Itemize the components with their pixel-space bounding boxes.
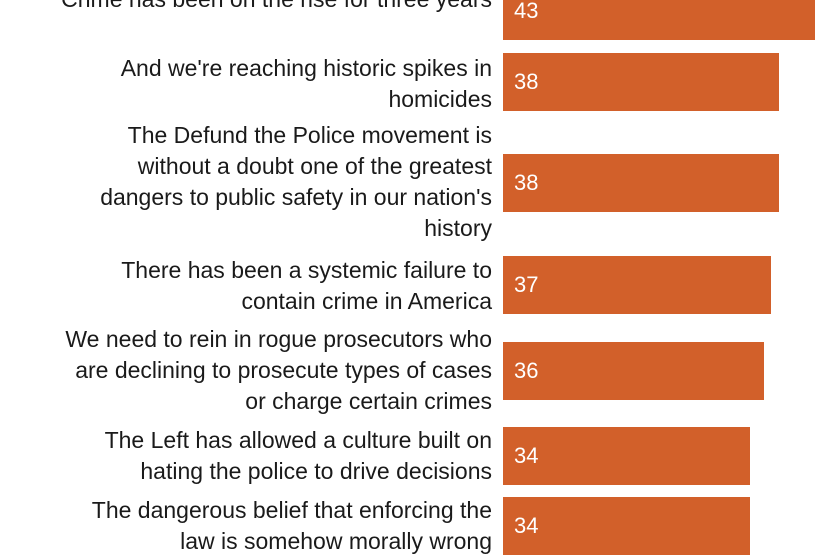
category-label: The dangerous belief that enforcing the l… <box>0 495 492 557</box>
bar-value-label: 36 <box>514 358 539 383</box>
bar-value-label: 34 <box>514 443 539 468</box>
category-label: The Left has allowed a culture built on h… <box>0 425 492 487</box>
bar <box>503 342 764 400</box>
bar-value-label: 37 <box>514 272 539 297</box>
bar <box>503 497 750 555</box>
bar <box>503 256 771 314</box>
category-label-line: hating the police to drive decisions <box>140 458 492 484</box>
category-label-line: The Defund the Police movement is <box>127 122 492 148</box>
category-label: We need to rein in rogue prosecutors who… <box>0 324 492 417</box>
category-label-line: Crime has been on the rise for three yea… <box>61 0 492 15</box>
category-label: And we're reaching historic spikes in hom… <box>0 53 492 115</box>
category-label-line: And we're reaching historic spikes in <box>120 55 492 81</box>
bar-value-label: 38 <box>514 170 539 195</box>
bar-value-label: 34 <box>514 513 539 538</box>
category-label: Crime has been on the rise for three yea… <box>0 0 492 15</box>
category-label-line: or charge certain crimes <box>245 388 492 414</box>
category-label-line: dangers to public safety in our nation's <box>100 184 492 210</box>
bar <box>503 53 779 111</box>
category-label-line: homicides <box>388 86 492 112</box>
category-label-line: law is somehow morally wrong <box>180 528 492 554</box>
category-label-line: The Left has allowed a culture built on <box>104 427 492 453</box>
category-label-line: history <box>424 215 492 241</box>
category-label-line: without a doubt one of the greatest <box>137 153 492 179</box>
bar <box>503 154 779 212</box>
category-label: The Defund the Police movement is without… <box>0 120 492 244</box>
bar <box>503 427 750 485</box>
category-label: There has been a systemic failure to cont… <box>0 255 492 317</box>
category-label-line: contain crime in America <box>241 288 492 314</box>
category-label-line: There has been a systemic failure to <box>121 257 492 283</box>
category-label-line: We need to rein in rogue prosecutors who <box>65 326 492 352</box>
category-label-line: The dangerous belief that enforcing the <box>91 497 492 523</box>
bar <box>503 0 815 40</box>
bar-value-label: 43 <box>514 0 539 23</box>
bar-value-label: 38 <box>514 69 539 94</box>
category-label-line: are declining to prosecute types of case… <box>75 357 492 383</box>
